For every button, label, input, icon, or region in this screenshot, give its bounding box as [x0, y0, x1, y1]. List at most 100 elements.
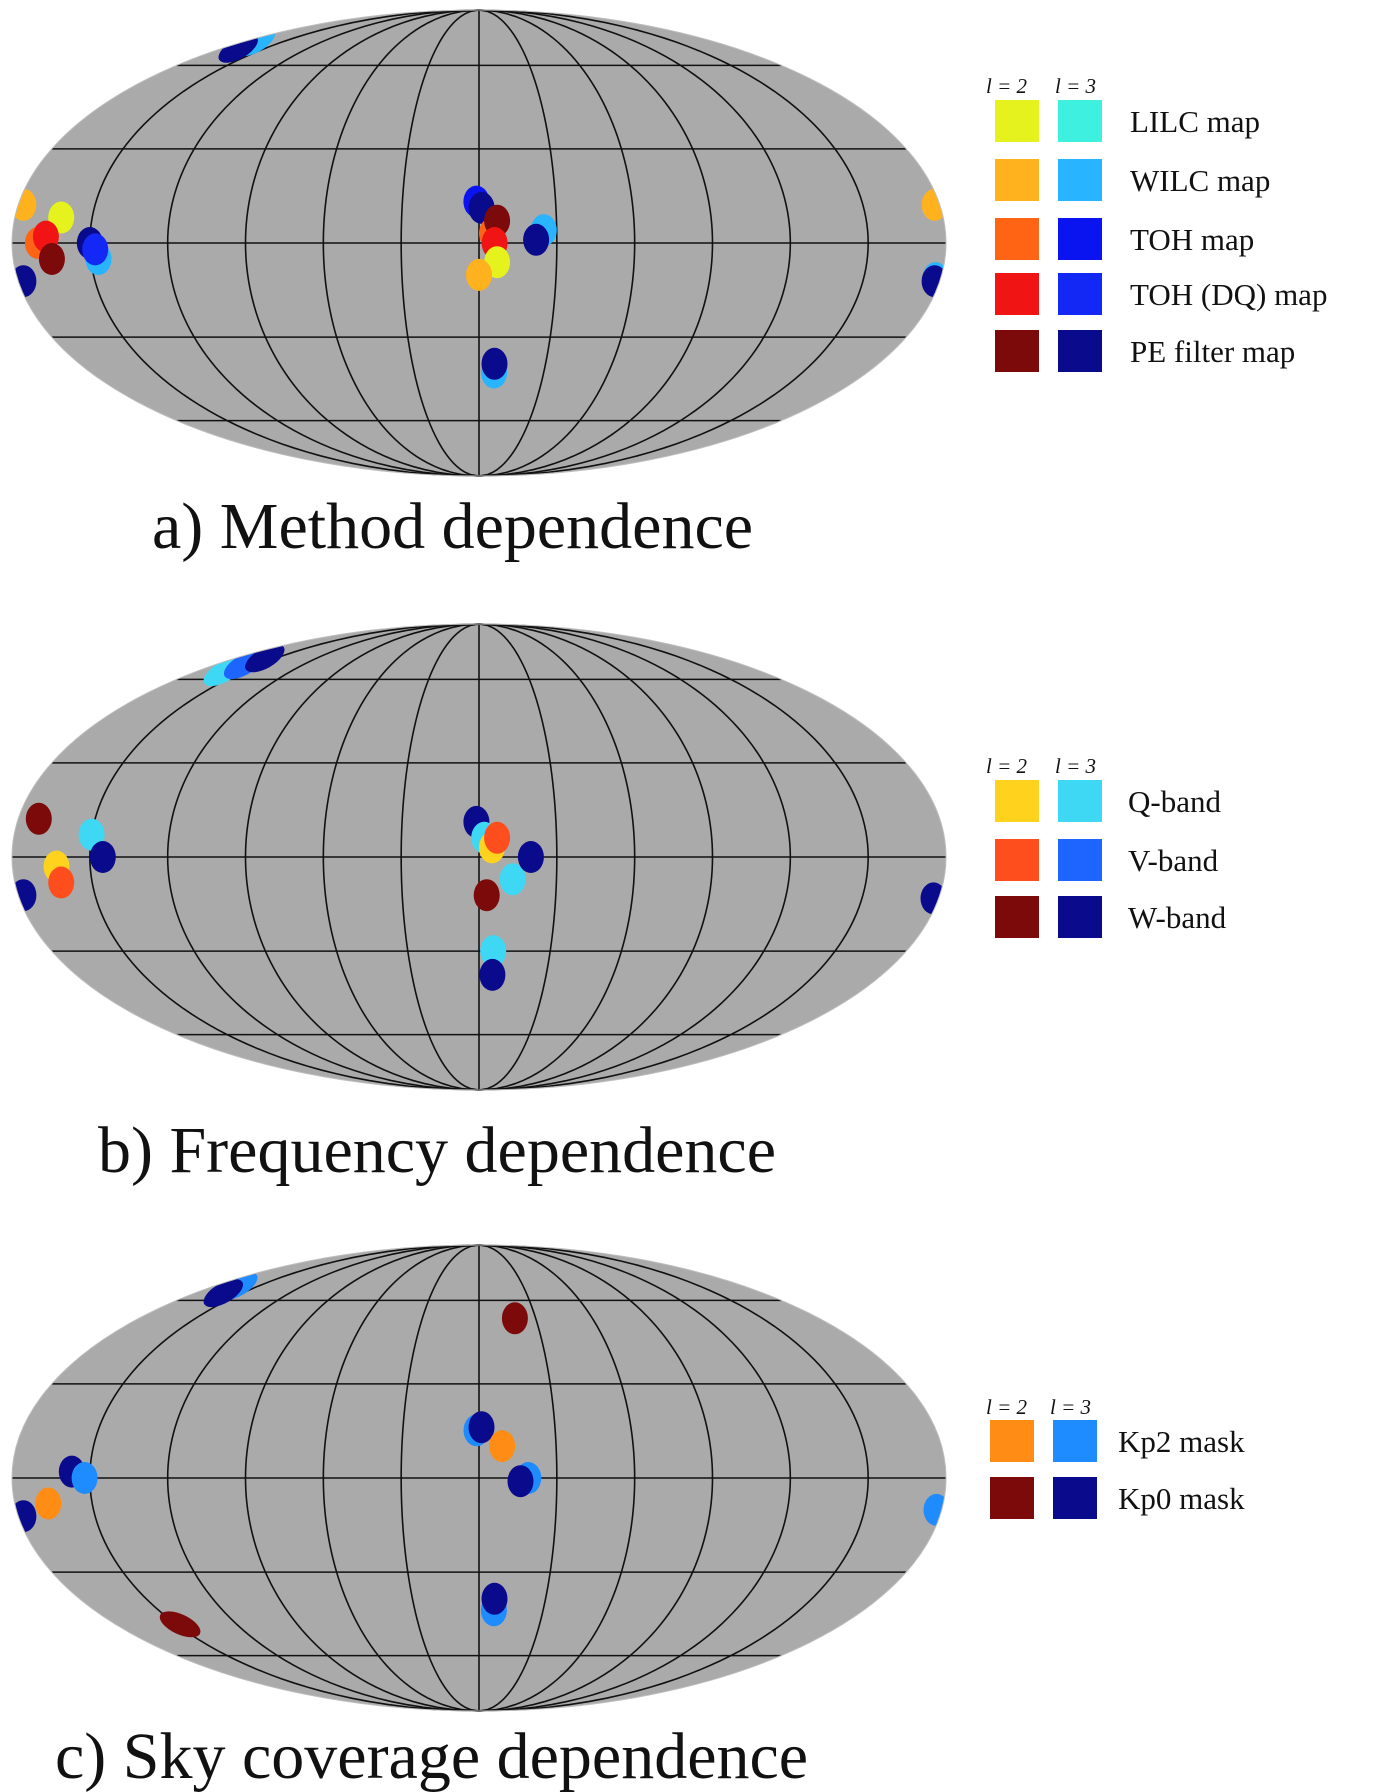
panel-method: a) Method dependence l = 2 l = 3 LILC ma…: [11, 9, 1327, 563]
data-point: [35, 1487, 62, 1520]
meridian-line: [322, 623, 480, 1091]
legend-label: V-band: [1128, 843, 1219, 878]
panel-caption: b) Frequency dependence: [98, 1114, 776, 1187]
legend-label: Kp2 mask: [1118, 1424, 1245, 1459]
sky-edge: [11, 1244, 947, 1712]
legend: l = 2 l = 3 Q-band V-band W-band: [986, 754, 1227, 938]
data-point: [203, 1279, 243, 1308]
legend-label: WILC map: [1130, 163, 1270, 198]
legend-label: LILC map: [1130, 104, 1260, 139]
meridian-line: [244, 1244, 480, 1712]
legend-swatch-l2: [995, 218, 1039, 260]
legend-swatch-l2: [995, 839, 1039, 881]
data-point: [480, 935, 507, 968]
legend-entry: V-band: [995, 839, 1219, 881]
meridian-line: [400, 9, 480, 477]
meridian-line: [478, 1244, 869, 1712]
legend-swatch-l3: [1058, 100, 1102, 142]
legend-entry: Kp2 mask: [990, 1420, 1245, 1462]
meridian-line: [244, 9, 480, 477]
meridian-line: [478, 9, 792, 477]
legend-header-l3: l = 3: [1055, 74, 1096, 98]
data-point: [466, 258, 492, 291]
legend-header-l2: l = 2: [986, 1395, 1028, 1419]
legend-swatch-l2: [995, 780, 1039, 822]
data-point: [523, 223, 550, 256]
meridian-line: [166, 9, 480, 477]
legend-swatch-l3: [1053, 1477, 1097, 1519]
data-point: [501, 1302, 528, 1335]
meridian-line: [244, 623, 480, 1091]
legend-swatch-l3: [1058, 159, 1102, 201]
legend-swatch-l3: [1058, 218, 1102, 260]
data-point: [245, 644, 285, 673]
legend-label: Kp0 mask: [1118, 1481, 1245, 1516]
sky-map: [11, 9, 947, 477]
panel-sky-coverage: c) Sky coverage dependence l = 2 l = 3 K…: [11, 1244, 1245, 1792]
data-point: [484, 821, 511, 854]
panel-caption: c) Sky coverage dependence: [55, 1720, 808, 1792]
legend-swatch-l3: [1058, 330, 1102, 372]
legend-swatch-l2: [995, 896, 1039, 938]
data-point: [71, 1462, 98, 1494]
legend-label: TOH (DQ) map: [1130, 277, 1327, 312]
meridian-line: [478, 9, 558, 477]
data-point: [82, 233, 109, 266]
legend-header-l3: l = 3: [1055, 754, 1096, 778]
legend-swatch-l2: [995, 100, 1039, 142]
legend-header-l2: l = 2: [986, 74, 1028, 98]
legend-label: Q-band: [1128, 784, 1221, 819]
panel-caption: a) Method dependence: [152, 490, 753, 563]
legend-swatch-l3: [1058, 896, 1102, 938]
meridian-line: [478, 9, 869, 477]
legend-swatch-l3: [1058, 780, 1102, 822]
data-point: [468, 1411, 495, 1444]
legend-label: TOH map: [1130, 222, 1254, 257]
data-point: [218, 34, 258, 63]
data-point: [12, 265, 37, 298]
legend: l = 2 l = 3 Kp2 mask Kp0 mask: [986, 1395, 1245, 1519]
data-point: [473, 879, 500, 912]
data-point: [923, 1493, 946, 1526]
sky-map: [11, 623, 947, 1091]
data-point: [489, 1430, 516, 1463]
meridian-line: [478, 623, 792, 1091]
data-point: [12, 188, 37, 221]
meridian-line: [322, 9, 480, 477]
data-point: [481, 1582, 508, 1615]
legend-swatch-l2: [990, 1420, 1034, 1462]
legend-swatch-l3: [1058, 839, 1102, 881]
legend-entry: Q-band: [995, 780, 1221, 822]
data-point: [921, 265, 946, 298]
data-point: [479, 958, 506, 991]
legend-label: W-band: [1128, 900, 1227, 935]
data-point: [89, 841, 116, 873]
meridian-line: [478, 9, 714, 477]
meridian-line: [478, 623, 558, 1091]
sky-edge: [11, 623, 947, 1091]
meridian-line: [478, 1244, 714, 1712]
data-point: [38, 243, 65, 275]
legend-swatch-l2: [995, 159, 1039, 201]
meridian-line: [478, 623, 636, 1091]
legend-swatch-l3: [1058, 273, 1102, 315]
legend-label: PE filter map: [1130, 334, 1295, 369]
meridian-line: [478, 623, 714, 1091]
data-point: [48, 866, 75, 899]
panel-frequency: b) Frequency dependence l = 2 l = 3 Q-ba…: [11, 623, 1227, 1187]
meridian-line: [478, 1244, 792, 1712]
meridian-line: [400, 1244, 480, 1712]
meridian-line: [478, 1244, 636, 1712]
legend-swatch-l2: [995, 273, 1039, 315]
meridian-line: [166, 1244, 480, 1712]
meridian-line: [478, 623, 869, 1091]
grid-lines: [12, 9, 946, 477]
legend-swatch-l2: [990, 1477, 1034, 1519]
legend-swatch-l3: [1053, 1420, 1097, 1462]
data-point: [507, 1465, 534, 1498]
meridian-line: [478, 1244, 558, 1712]
legend-entry: W-band: [995, 896, 1227, 938]
data-point: [499, 863, 526, 896]
data-point: [481, 347, 508, 380]
